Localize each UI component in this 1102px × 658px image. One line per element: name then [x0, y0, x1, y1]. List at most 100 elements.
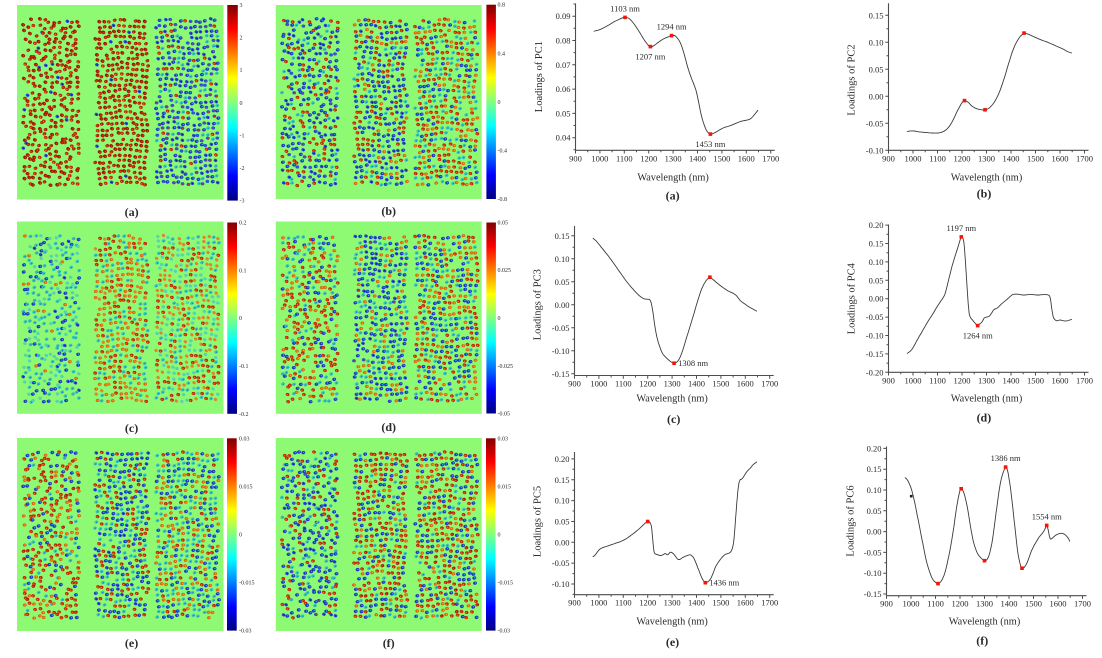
svg-text:900: 900	[568, 598, 581, 608]
svg-text:1400: 1400	[688, 598, 705, 608]
svg-text:-0.10: -0.10	[552, 346, 570, 356]
svg-text:1308 nm: 1308 nm	[678, 358, 708, 368]
svg-text:1600: 1600	[1052, 375, 1069, 385]
svg-text:1103 nm: 1103 nm	[610, 3, 640, 13]
svg-text:0.025: 0.025	[498, 268, 512, 274]
svg-text:(a): (a)	[666, 189, 680, 203]
svg-text:1200: 1200	[954, 375, 971, 385]
svg-text:1500: 1500	[1027, 153, 1044, 163]
svg-text:0.07: 0.07	[556, 60, 571, 70]
svg-text:1400: 1400	[1003, 375, 1020, 385]
svg-text:1436 nm: 1436 nm	[709, 578, 739, 588]
svg-text:1600: 1600	[1052, 153, 1069, 163]
svg-text:1700: 1700	[1076, 153, 1093, 163]
svg-text:-0.05: -0.05	[866, 118, 884, 128]
svg-text:0.15: 0.15	[555, 475, 570, 485]
svg-text:-0.10: -0.10	[864, 568, 882, 578]
svg-text:1300: 1300	[976, 599, 993, 609]
svg-text:0: 0	[240, 101, 243, 107]
svg-text:0.20: 0.20	[555, 454, 570, 464]
svg-text:1400: 1400	[1003, 153, 1020, 163]
svg-text:1453 nm: 1453 nm	[695, 139, 725, 149]
svg-text:-0.15: -0.15	[864, 589, 882, 599]
svg-text:-0.2: -0.2	[239, 412, 249, 418]
svg-text:(f): (f)	[976, 634, 988, 648]
svg-text:Loadings of PC1: Loadings of PC1	[534, 41, 545, 112]
svg-text:Loadings of PC5: Loadings of PC5	[533, 486, 544, 557]
svg-text:1500: 1500	[712, 598, 729, 608]
svg-text:-0.025: -0.025	[498, 364, 514, 370]
svg-text:-0.05: -0.05	[552, 323, 570, 333]
svg-text:1100: 1100	[615, 379, 632, 389]
svg-text:-0.015: -0.015	[498, 581, 514, 587]
svg-text:1100: 1100	[929, 153, 946, 163]
svg-text:1000: 1000	[590, 379, 607, 389]
svg-text:1600: 1600	[737, 379, 754, 389]
svg-text:-0.10: -0.10	[552, 579, 570, 589]
svg-text:0.09: 0.09	[556, 11, 571, 21]
svg-text:1264 nm: 1264 nm	[963, 331, 993, 341]
svg-text:Wavelength (nm): Wavelength (nm)	[637, 172, 709, 183]
svg-text:1200: 1200	[640, 153, 657, 163]
svg-text:900: 900	[880, 599, 893, 609]
svg-text:Wavelength (nm): Wavelength (nm)	[949, 617, 1021, 628]
svg-text:0.20: 0.20	[869, 220, 884, 230]
svg-text:(e): (e)	[125, 636, 138, 650]
svg-text:0: 0	[239, 533, 242, 539]
svg-text:0.05: 0.05	[555, 517, 570, 527]
svg-text:0.015: 0.015	[239, 484, 253, 490]
svg-text:(b): (b)	[381, 204, 396, 218]
svg-text:0.00: 0.00	[869, 91, 884, 101]
svg-text:(f): (f)	[383, 636, 395, 650]
svg-text:1600: 1600	[1050, 599, 1067, 609]
svg-text:1000: 1000	[591, 153, 608, 163]
svg-text:900: 900	[882, 153, 895, 163]
svg-text:(c): (c)	[125, 421, 138, 435]
svg-text:0.03: 0.03	[239, 436, 250, 442]
svg-text:0: 0	[239, 316, 242, 322]
svg-text:-0.05: -0.05	[552, 558, 570, 568]
svg-text:-2: -2	[240, 166, 245, 172]
svg-text:(c): (c)	[667, 412, 680, 426]
svg-text:0.10: 0.10	[867, 485, 882, 495]
svg-text:1600: 1600	[738, 153, 755, 163]
svg-text:-0.8: -0.8	[498, 197, 508, 203]
svg-text:Loadings of PC4: Loadings of PC4	[847, 262, 858, 334]
svg-text:1500: 1500	[713, 153, 730, 163]
svg-text:1500: 1500	[1027, 375, 1044, 385]
svg-text:3: 3	[240, 3, 243, 9]
svg-text:0.06: 0.06	[556, 84, 571, 94]
svg-text:1400: 1400	[688, 379, 705, 389]
svg-text:0.08: 0.08	[556, 36, 571, 46]
svg-text:Wavelength (nm): Wavelength (nm)	[636, 617, 708, 628]
svg-text:Loadings of PC6: Loadings of PC6	[846, 485, 857, 556]
svg-text:0.10: 0.10	[555, 254, 570, 264]
svg-text:1300: 1300	[978, 375, 995, 385]
svg-text:1386 nm: 1386 nm	[991, 453, 1021, 463]
svg-text:0.10: 0.10	[869, 37, 884, 47]
svg-text:0.15: 0.15	[869, 10, 884, 20]
svg-text:900: 900	[569, 153, 582, 163]
svg-text:1000: 1000	[905, 375, 922, 385]
svg-text:1100: 1100	[929, 375, 946, 385]
svg-text:(b): (b)	[977, 187, 992, 201]
svg-text:0: 0	[498, 316, 501, 322]
svg-text:0.00: 0.00	[555, 537, 570, 547]
svg-text:0.1: 0.1	[239, 268, 247, 274]
svg-text:Loadings of PC2: Loadings of PC2	[847, 44, 858, 115]
svg-text:-0.015: -0.015	[239, 581, 255, 587]
svg-text:0.015: 0.015	[498, 484, 512, 490]
svg-text:1700: 1700	[1076, 375, 1093, 385]
svg-text:1600: 1600	[737, 598, 754, 608]
svg-text:1100: 1100	[616, 153, 633, 163]
svg-text:0.05: 0.05	[556, 108, 571, 118]
svg-text:-0.05: -0.05	[498, 412, 511, 418]
svg-text:0.10: 0.10	[869, 257, 884, 267]
svg-text:(d): (d)	[977, 411, 992, 425]
svg-text:1100: 1100	[927, 599, 944, 609]
svg-text:1197 nm: 1197 nm	[946, 223, 976, 233]
svg-text:1200: 1200	[639, 598, 656, 608]
svg-text:1300: 1300	[664, 598, 681, 608]
svg-text:-0.15: -0.15	[552, 369, 570, 379]
svg-text:1100: 1100	[615, 598, 632, 608]
